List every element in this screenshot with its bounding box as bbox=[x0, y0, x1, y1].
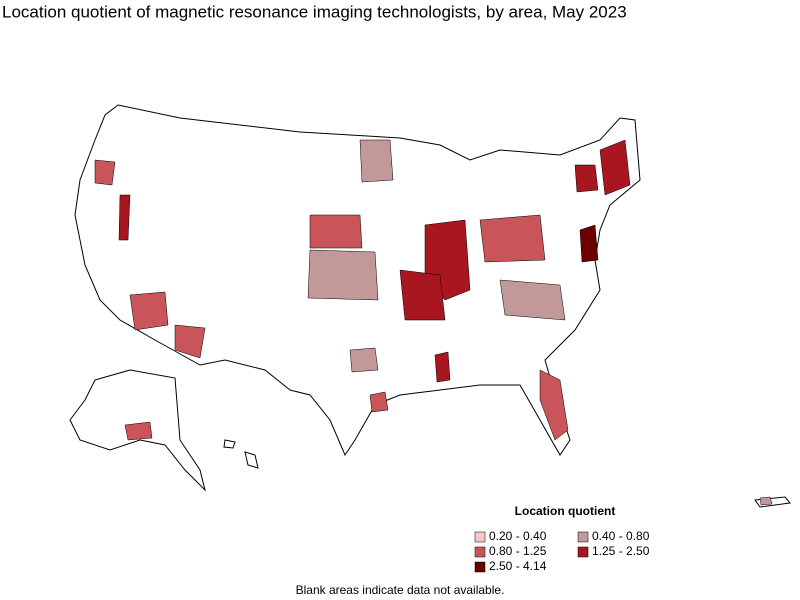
map-area bbox=[434, 351, 451, 383]
legend: 0.20 - 0.40 0.40 - 0.80 0.80 - 1.25 1.25 - … bbox=[474, 529, 650, 573]
map-area bbox=[759, 496, 773, 506]
legend-swatch bbox=[577, 531, 589, 543]
map-title: Location quotient of magnetic resonance … bbox=[2, 2, 627, 21]
map-area bbox=[129, 291, 169, 331]
map-area bbox=[369, 391, 389, 413]
footnote: Blank areas indicate data not available. bbox=[296, 583, 505, 597]
legend-label: 0.20 - 0.40 bbox=[489, 529, 547, 543]
map-area bbox=[309, 214, 363, 249]
legend-title: Location quotient bbox=[515, 504, 616, 518]
map-area bbox=[174, 324, 206, 359]
map-area bbox=[307, 249, 379, 301]
map-area bbox=[118, 194, 131, 241]
legend-label: 1.25 - 2.50 bbox=[592, 544, 650, 558]
map-area bbox=[399, 269, 446, 321]
legend-label: 0.80 - 1.25 bbox=[489, 544, 547, 558]
map-area bbox=[574, 164, 599, 193]
map-areas bbox=[94, 139, 773, 506]
legend-swatch bbox=[474, 546, 486, 558]
legend-swatch bbox=[474, 531, 486, 543]
legend-label: 2.50 - 4.14 bbox=[489, 559, 547, 573]
map-area bbox=[479, 214, 546, 263]
hawaii bbox=[223, 439, 259, 469]
map-area bbox=[94, 159, 116, 186]
legend-swatch bbox=[577, 546, 589, 558]
map-area bbox=[579, 224, 599, 263]
map-area bbox=[359, 139, 394, 183]
map-area bbox=[599, 139, 631, 196]
map-area bbox=[499, 279, 566, 321]
map-area bbox=[124, 421, 153, 441]
map-area bbox=[349, 347, 379, 373]
legend-swatch bbox=[474, 561, 486, 573]
map-area bbox=[539, 369, 569, 441]
legend-label: 0.40 - 0.80 bbox=[592, 529, 650, 543]
